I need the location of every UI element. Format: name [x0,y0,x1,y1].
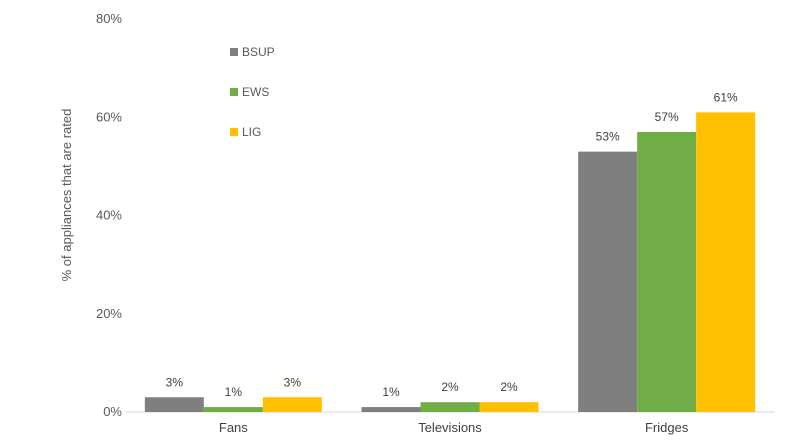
y-axis-label: % of appliances that are rated [59,109,74,282]
legend-label-bsup: BSUP [242,45,275,59]
bar-lig-televisions [479,402,539,412]
data-label: 3% [284,375,302,389]
legend-label-ews: EWS [242,85,269,99]
bar-bsup-fans [144,397,204,412]
y-tick-label: 80% [96,11,122,26]
category-labels-group: Fans Televisions Fridges [219,420,689,435]
y-tick-label: 20% [96,306,122,321]
data-label: 2% [500,380,518,394]
bar-lig-fridges [696,112,756,413]
y-tick-label: 60% [96,109,122,124]
x-category-label: Fridges [645,420,689,435]
bar-bsup-televisions [361,407,421,412]
bar-lig-fans [262,397,322,412]
legend: BSUP EWS LIG [230,45,275,139]
data-label: 53% [596,130,620,144]
data-label: 3% [166,375,184,389]
data-label: 61% [714,90,738,104]
y-tick-label: 40% [96,208,122,223]
data-label: 57% [655,110,679,124]
data-labels-group: 3% 1% 3% 1% 2% 2% 53% 57% 61% [166,90,738,399]
data-label: 1% [382,385,400,399]
bars-group [144,112,756,413]
legend-swatch-bsup [230,48,238,56]
bar-ews-televisions [420,402,480,412]
y-tick-label: 0% [103,404,122,419]
bar-ews-fridges [637,131,697,413]
bar-bsup-fridges [578,151,638,412]
legend-swatch-lig [230,128,238,136]
legend-swatch-ews [230,88,238,96]
x-category-label: Fans [219,420,248,435]
y-axis-ticks: 0% 20% 40% 60% 80% [96,11,122,419]
bar-ews-fans [203,407,263,412]
data-label: 1% [225,385,243,399]
x-category-label: Televisions [418,420,482,435]
data-label: 2% [441,380,459,394]
legend-label-lig: LIG [242,125,261,139]
